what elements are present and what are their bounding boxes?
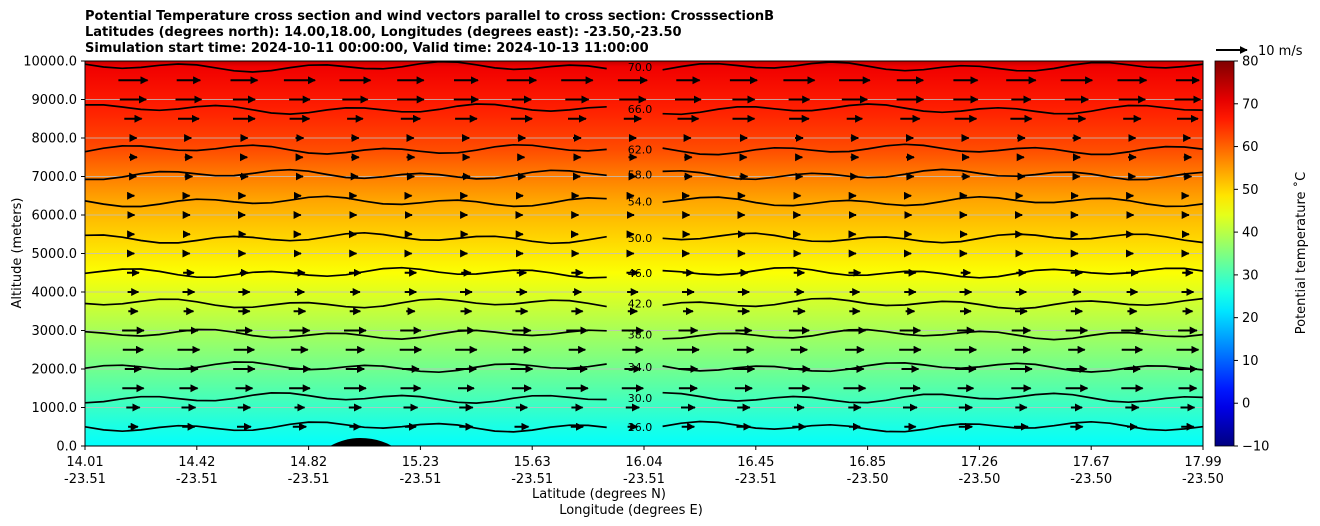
contour-label-70.0: 70.0 xyxy=(628,61,653,74)
x-tick-lon-0: -23.51 xyxy=(64,472,106,487)
colorbar-ticks: −10 0 10 20 30 40 50 60 70 80 xyxy=(1234,55,1269,455)
y-tick-label-1: 1000.0 xyxy=(32,401,78,416)
contour-lines: 26.0 30.0 34.0 38.0 42.0 46.0 50.0 54.0 58.0 62.0… xyxy=(85,61,1203,434)
y-axis: 0.0 1000.0 2000.0 3000.0 4000.0 5000.0 6000.0 7… xyxy=(23,55,85,455)
contour-54.0 xyxy=(85,195,1203,208)
contour-58.0 xyxy=(85,168,1203,181)
y-tick-label-6: 6000.0 xyxy=(32,209,78,224)
title-line-1: Potential Temperature cross section and … xyxy=(85,9,775,24)
x-tick-lon-3: -23.51 xyxy=(399,472,441,487)
y-tick-label-9: 9000.0 xyxy=(32,93,78,108)
x-tick-lon-2: -23.51 xyxy=(288,472,330,487)
terrain-bump xyxy=(330,438,392,446)
contour-label-34.0: 34.0 xyxy=(628,361,653,374)
quiver-key-label: 10 m/s xyxy=(1258,44,1303,59)
colorbar-tick-label-2: 10 xyxy=(1242,354,1259,369)
x-tick-lat-6: 16.45 xyxy=(737,455,774,470)
x-tick-lat-1: 14.42 xyxy=(178,455,215,470)
x-tick-lon-1: -23.51 xyxy=(176,472,218,487)
colorbar-tick-label-6: 50 xyxy=(1242,183,1259,198)
contour-38.0 xyxy=(85,328,1203,341)
y-tick-label-4: 4000.0 xyxy=(32,286,78,301)
contour-label-42.0: 42.0 xyxy=(628,298,653,311)
colorbar-tick-label-3: 20 xyxy=(1242,311,1259,326)
plot-area: 26.0 30.0 34.0 38.0 42.0 46.0 50.0 54.0 58.0 62.0… xyxy=(85,61,1203,446)
colorbar-label: Potential temperature ˚C xyxy=(1293,172,1309,335)
x-axis: 14.01 -23.51 14.42 -23.51 14.82 -23.51 15.23 -2… xyxy=(64,446,1224,487)
contour-46.0 xyxy=(85,266,1203,279)
x-tick-lon-5: -23.51 xyxy=(623,472,665,487)
x-tick-lon-4: -23.51 xyxy=(511,472,553,487)
contour-70.0 xyxy=(85,61,1203,73)
contour-50.0 xyxy=(85,231,1203,245)
x-tick-lon-10: -23.50 xyxy=(1182,472,1224,487)
title-line-2: Latitudes (degrees north): 14.00,18.00, … xyxy=(85,25,682,40)
y-tick-label-0: 0.0 xyxy=(56,440,77,455)
contour-66.0 xyxy=(85,103,1203,116)
x-tick-lon-7: -23.50 xyxy=(847,472,889,487)
x-tick-lat-0: 14.01 xyxy=(66,455,103,470)
contour-label-46.0: 46.0 xyxy=(628,267,653,280)
x-tick-lat-3: 15.23 xyxy=(402,455,439,470)
y-tick-label-7: 7000.0 xyxy=(32,170,78,185)
x-axis-label-2: Longitude (degrees E) xyxy=(559,503,703,518)
contour-34.0 xyxy=(85,361,1203,374)
contour-label-26.0: 26.0 xyxy=(628,421,653,434)
colorbar-tick-label-7: 60 xyxy=(1242,140,1259,155)
colorbar-tick-label-4: 30 xyxy=(1242,268,1259,283)
x-tick-lat-5: 16.04 xyxy=(625,455,662,470)
colorbar-tick-label-5: 40 xyxy=(1242,226,1259,241)
y-tick-label-2: 2000.0 xyxy=(32,363,78,378)
colorbar-tick-label-1: 0 xyxy=(1242,397,1250,412)
contour-label-54.0: 54.0 xyxy=(628,196,653,209)
x-tick-lat-4: 15.63 xyxy=(514,455,551,470)
x-tick-lat-7: 16.85 xyxy=(849,455,886,470)
contour-label-58.0: 58.0 xyxy=(628,169,653,182)
colorbar-tick-label-8: 70 xyxy=(1242,97,1259,112)
x-tick-lat-2: 14.82 xyxy=(290,455,327,470)
colorbar-tick-label-9: 80 xyxy=(1242,55,1259,70)
x-tick-lat-10: 17.99 xyxy=(1184,455,1221,470)
contour-label-66.0: 66.0 xyxy=(628,103,653,116)
colorbar xyxy=(1214,60,1235,447)
x-tick-lon-9: -23.50 xyxy=(1070,472,1112,487)
y-tick-label-10: 10000.0 xyxy=(23,55,77,70)
x-tick-lon-6: -23.51 xyxy=(735,472,777,487)
contour-62.0 xyxy=(85,143,1203,156)
contour-label-30.0: 30.0 xyxy=(628,392,653,405)
contour-42.0 xyxy=(85,297,1203,310)
x-tick-lat-8: 17.26 xyxy=(961,455,998,470)
y-axis-label: Altitude (meters) xyxy=(10,198,25,309)
x-tick-lat-9: 17.67 xyxy=(1073,455,1110,470)
contour-30.0 xyxy=(85,391,1203,404)
contour-label-62.0: 62.0 xyxy=(628,144,653,157)
y-tick-label-8: 8000.0 xyxy=(32,132,78,147)
colorbar-tick-label-0: −10 xyxy=(1242,440,1269,455)
chart-title: Potential Temperature cross section and … xyxy=(85,9,774,57)
y-tick-label-5: 5000.0 xyxy=(32,247,78,262)
quiver-key: 10 m/s xyxy=(1216,44,1303,59)
title-line-3: Simulation start time: 2024-10-11 00:00:… xyxy=(85,41,649,56)
y-tick-label-3: 3000.0 xyxy=(32,324,78,339)
contour-26.0 xyxy=(85,420,1203,433)
x-tick-lon-8: -23.50 xyxy=(958,472,1000,487)
contour-label-50.0: 50.0 xyxy=(628,232,653,245)
contour-label-38.0: 38.0 xyxy=(628,328,653,341)
x-axis-label: Latitude (degrees N) xyxy=(532,487,666,502)
